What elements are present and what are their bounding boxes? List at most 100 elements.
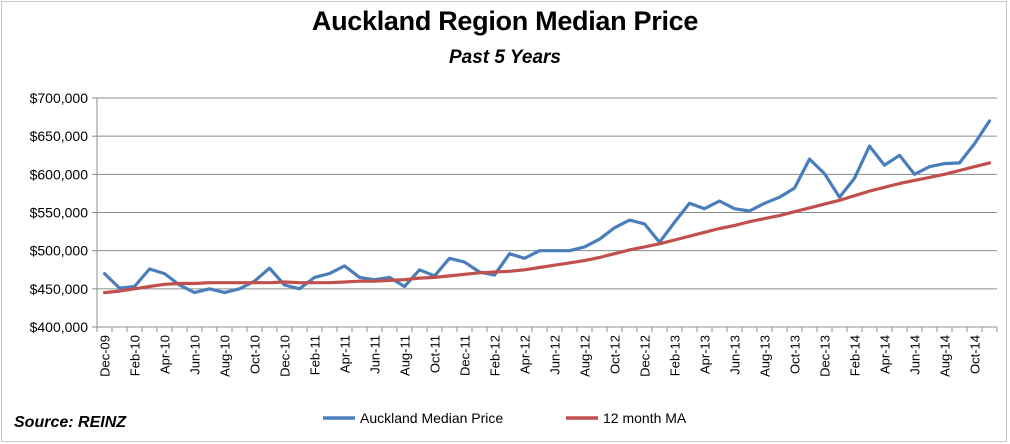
data-point	[808, 158, 811, 160]
data-point	[793, 187, 796, 189]
data-point	[328, 282, 331, 284]
data-point	[283, 284, 286, 286]
data-point	[148, 285, 151, 288]
data-point	[283, 281, 286, 283]
data-point	[223, 282, 226, 284]
data-point	[898, 182, 901, 185]
data-point	[733, 224, 736, 227]
x-tick-label: Apr-12	[518, 335, 533, 374]
data-point	[208, 288, 211, 290]
x-tick-label: Feb-12	[488, 335, 503, 376]
data-point	[913, 173, 916, 175]
data-point	[628, 249, 631, 251]
data-point	[688, 202, 691, 204]
data-point	[763, 218, 766, 220]
data-point	[493, 271, 496, 273]
data-point	[493, 274, 496, 276]
data-point	[523, 269, 526, 271]
y-tick-label: $550,000	[30, 205, 89, 221]
data-point	[133, 288, 136, 290]
data-point	[643, 223, 646, 225]
data-point	[238, 282, 241, 284]
series-line-12-month-ma	[102, 161, 992, 295]
data-point	[613, 253, 616, 255]
source-note: Source: REINZ	[14, 414, 127, 431]
data-point	[508, 270, 511, 272]
data-point	[538, 266, 541, 269]
data-point	[823, 172, 826, 175]
data-point	[223, 292, 226, 294]
x-tick-label: Aug-11	[398, 335, 413, 376]
data-point	[613, 227, 616, 229]
data-point	[943, 163, 946, 165]
data-point	[463, 273, 466, 275]
data-point	[568, 250, 571, 252]
x-tick-label: Aug-13	[758, 335, 773, 377]
data-point	[718, 200, 721, 202]
data-point	[598, 256, 601, 259]
y-tick-label: $700,000	[30, 90, 89, 106]
data-point	[853, 195, 856, 197]
data-point	[973, 143, 976, 145]
x-tick-label: Apr-13	[698, 335, 713, 374]
data-point	[328, 272, 331, 275]
data-point	[448, 257, 451, 259]
data-point	[103, 292, 106, 294]
legend-label: Auckland Median Price	[360, 410, 503, 426]
data-point	[193, 282, 196, 285]
x-tick-label: Oct-11	[428, 335, 443, 373]
data-point	[943, 173, 946, 175]
y-tick-label: $650,000	[30, 128, 89, 144]
data-point	[628, 219, 631, 221]
data-point	[598, 238, 601, 240]
data-point	[958, 162, 961, 164]
data-point	[343, 265, 346, 267]
data-point	[778, 214, 781, 217]
data-point	[838, 196, 841, 198]
x-tick-label: Aug-10	[218, 335, 233, 377]
x-tick-label: Jun-10	[188, 335, 203, 375]
data-point	[928, 176, 931, 178]
data-point	[538, 250, 541, 252]
data-point	[133, 285, 136, 288]
chart-subtitle: Past 5 Years	[449, 47, 561, 68]
data-point	[103, 272, 106, 275]
data-point	[418, 277, 421, 279]
data-point	[298, 282, 301, 284]
data-point	[868, 145, 871, 147]
data-point	[238, 288, 241, 290]
data-point	[703, 208, 706, 210]
data-point	[508, 253, 511, 255]
data-point	[163, 272, 166, 275]
data-point	[403, 279, 406, 281]
legend-label: 12 month MA	[603, 410, 687, 426]
data-point	[883, 164, 886, 166]
data-point	[583, 246, 586, 248]
x-tick-label: Oct-13	[788, 335, 803, 374]
x-tick-label: Jun-12	[548, 335, 563, 375]
data-point	[958, 169, 961, 172]
data-point	[148, 268, 151, 270]
data-point	[928, 166, 931, 168]
data-point	[268, 282, 271, 284]
data-point	[688, 235, 691, 237]
data-point	[268, 267, 271, 269]
data-point	[388, 279, 391, 282]
chart-title: Auckland Region Median Price	[311, 6, 699, 36]
data-point	[898, 154, 901, 156]
data-point	[763, 202, 766, 204]
data-point	[583, 259, 586, 262]
data-point	[673, 239, 676, 241]
x-tick-label: Jun-11	[368, 335, 383, 374]
data-point	[313, 276, 316, 278]
x-tick-label: Dec-09	[98, 335, 113, 377]
x-tick-label: Apr-14	[878, 335, 893, 374]
x-tick-label: Dec-10	[278, 335, 293, 377]
data-point	[478, 272, 481, 274]
y-tick-label: $450,000	[30, 281, 89, 297]
data-point	[568, 262, 571, 264]
data-point	[373, 280, 376, 282]
x-tick-label: Oct-14	[968, 335, 983, 374]
x-tick-label: Feb-13	[668, 335, 683, 376]
